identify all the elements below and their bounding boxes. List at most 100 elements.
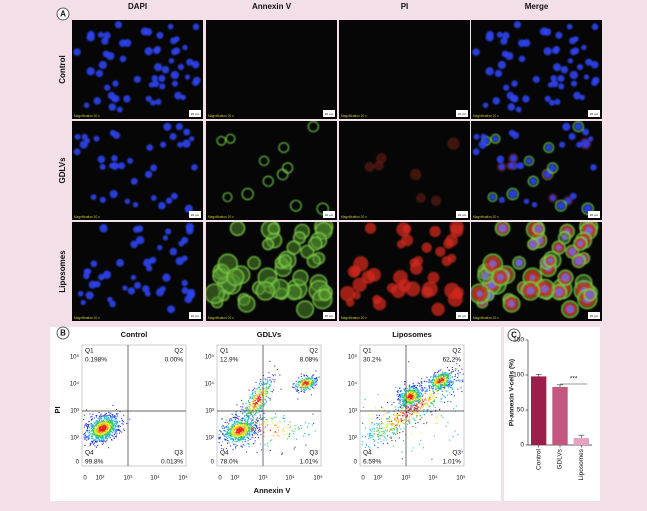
event-dot — [283, 428, 284, 429]
event-dot — [369, 447, 370, 448]
event-dot — [418, 395, 419, 396]
event-dot — [102, 428, 103, 429]
event-dot — [435, 410, 436, 411]
event-dot — [236, 415, 237, 416]
nucleus — [172, 81, 178, 87]
event-dot — [249, 415, 250, 416]
event-dot — [88, 434, 89, 435]
event-dot — [260, 417, 261, 418]
event-dot — [378, 434, 379, 435]
nucleus — [497, 32, 503, 38]
event-dot — [301, 428, 302, 429]
event-dot — [450, 378, 451, 379]
event-dot — [258, 428, 259, 429]
event-dot — [227, 427, 228, 428]
nucleus — [78, 291, 84, 297]
event-dot — [378, 442, 379, 443]
event-dot — [391, 440, 392, 441]
event-dot — [227, 443, 228, 444]
event-dot — [437, 417, 438, 418]
x-tick-label: 10⁴ — [428, 475, 438, 482]
event-dot — [455, 374, 456, 375]
event-dot — [226, 427, 227, 428]
event-dot — [415, 423, 416, 424]
nucleus — [151, 195, 157, 201]
event-dot — [237, 418, 238, 419]
event-dot — [272, 418, 273, 419]
event-dot — [390, 428, 391, 429]
event-dot — [377, 417, 378, 418]
event-dot — [103, 443, 104, 444]
event-dot — [362, 441, 363, 442]
nucleus — [498, 61, 506, 69]
event-dot — [260, 385, 261, 386]
event-dot — [422, 400, 423, 401]
event-dot — [251, 414, 252, 415]
event-dot — [256, 423, 257, 424]
event-dot — [376, 423, 377, 424]
event-dot — [96, 423, 97, 424]
event-dot — [120, 431, 121, 432]
event-dot — [248, 424, 249, 425]
nucleus — [193, 77, 200, 84]
event-dot — [409, 386, 410, 387]
nucleus — [145, 47, 153, 55]
nucleus — [577, 64, 583, 70]
nucleus — [89, 281, 97, 289]
event-dot — [425, 390, 426, 391]
quadrant-value: 12.9% — [220, 357, 239, 364]
event-dot — [415, 413, 416, 414]
event-dot — [417, 408, 418, 409]
event-dot — [440, 370, 441, 371]
event-dot — [298, 429, 299, 430]
event-dot — [452, 388, 453, 389]
nucleus — [122, 285, 127, 290]
event-dot — [307, 376, 308, 377]
event-dot — [238, 419, 239, 420]
event-dot — [308, 423, 309, 424]
event-dot — [105, 423, 106, 424]
quadrant-value: 62.2% — [443, 357, 462, 364]
scale-bar: 20 μm — [458, 314, 467, 318]
nucleus — [165, 228, 171, 234]
nucleus — [586, 291, 594, 299]
event-dot — [449, 386, 450, 387]
event-dot — [245, 421, 246, 422]
event-dot — [282, 430, 283, 431]
nucleus — [582, 129, 589, 136]
event-dot — [251, 421, 252, 422]
x-tick-label: Control — [535, 448, 542, 470]
event-dot — [289, 433, 290, 434]
pi-stain — [353, 256, 368, 271]
nucleus — [84, 103, 89, 108]
event-dot — [461, 391, 462, 392]
event-dot — [253, 417, 254, 418]
event-dot — [297, 386, 298, 387]
event-dot — [399, 426, 400, 427]
event-dot — [383, 428, 384, 429]
event-dot — [228, 423, 229, 424]
event-dot — [86, 430, 87, 431]
nucleus — [511, 80, 517, 86]
event-dot — [98, 437, 99, 438]
event-dot — [373, 436, 374, 437]
pi-stain — [340, 286, 355, 301]
event-dot — [381, 428, 382, 429]
event-dot — [232, 441, 233, 442]
event-dot — [447, 383, 448, 384]
nucleus — [533, 76, 540, 83]
nucleus — [571, 81, 577, 87]
event-dot — [121, 432, 122, 433]
annexin-stain — [227, 269, 244, 286]
event-dot — [250, 425, 251, 426]
x-tick-label: 10⁴ — [285, 475, 295, 482]
nucleus — [493, 136, 499, 142]
event-dot — [447, 373, 448, 374]
event-dot — [99, 412, 100, 413]
nucleus — [573, 92, 581, 100]
event-dot — [417, 406, 418, 407]
event-dot — [255, 391, 256, 392]
event-dot — [252, 409, 253, 410]
nucleus — [154, 46, 161, 53]
event-dot — [252, 435, 253, 436]
